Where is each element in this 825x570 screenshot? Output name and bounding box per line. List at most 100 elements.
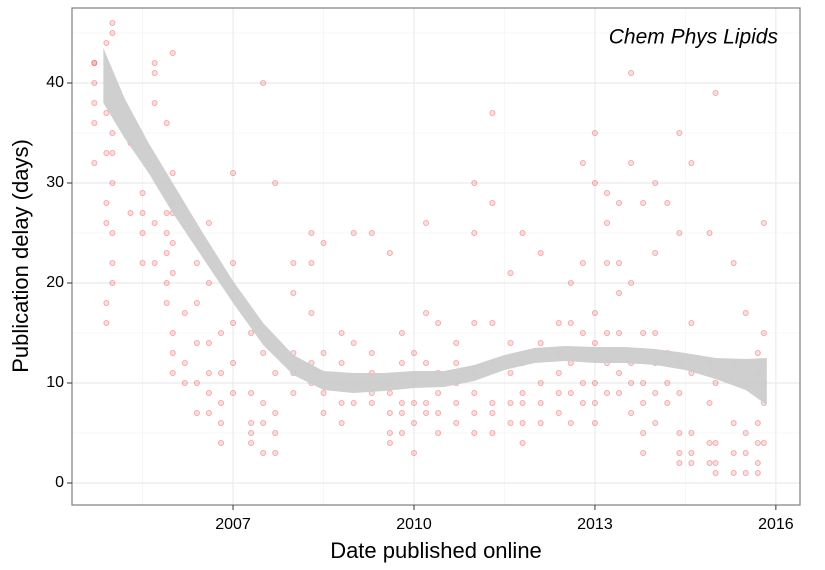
data-point: [163, 279, 170, 286]
data-point: [151, 259, 158, 266]
x-axis-title: Date published online: [330, 538, 542, 563]
data-point: [193, 409, 200, 416]
data-point: [169, 369, 176, 376]
data-point: [579, 159, 586, 166]
data-point: [103, 199, 110, 206]
data-point: [519, 399, 526, 406]
data-point: [706, 459, 713, 466]
data-point: [664, 379, 671, 386]
data-point: [127, 209, 134, 216]
data-point: [489, 429, 496, 436]
data-point: [139, 209, 146, 216]
data-point: [423, 399, 430, 406]
data-point: [205, 389, 212, 396]
data-point: [290, 389, 297, 396]
data-point: [368, 399, 375, 406]
data-point: [320, 239, 327, 246]
data-point: [688, 159, 695, 166]
data-point: [652, 329, 659, 336]
data-point: [742, 469, 749, 476]
data-point: [398, 329, 405, 336]
data-point: [519, 389, 526, 396]
data-point: [652, 389, 659, 396]
data-point: [230, 169, 237, 176]
data-point: [193, 379, 200, 386]
data-point: [489, 319, 496, 326]
data-point: [181, 379, 188, 386]
data-point: [628, 379, 635, 386]
data-point: [652, 249, 659, 256]
data-point: [260, 419, 267, 426]
data-point: [91, 60, 98, 67]
data-point: [193, 339, 200, 346]
panel-border: [71, 7, 801, 506]
data-point: [217, 439, 224, 446]
data-point: [591, 309, 598, 316]
data-point: [688, 319, 695, 326]
data-point: [91, 159, 98, 166]
data-point: [217, 369, 224, 376]
data-point: [706, 439, 713, 446]
data-point: [616, 329, 623, 336]
data-point: [471, 409, 478, 416]
data-point: [91, 80, 98, 87]
data-point: [435, 389, 442, 396]
data-point: [350, 339, 357, 346]
data-point: [616, 389, 623, 396]
data-point: [730, 469, 737, 476]
data-point: [103, 40, 110, 47]
data-point: [290, 259, 297, 266]
data-point: [109, 29, 116, 36]
data-point: [567, 419, 574, 426]
data-point: [103, 299, 110, 306]
data-point: [260, 399, 267, 406]
data-point: [423, 219, 430, 226]
data-point: [151, 60, 158, 67]
data-point: [230, 319, 237, 326]
data-point: [730, 259, 737, 266]
data-point: [398, 399, 405, 406]
x-tick-label: 2007: [215, 516, 251, 533]
data-point: [706, 399, 713, 406]
data-point: [368, 349, 375, 356]
data-point: [471, 229, 478, 236]
data-point: [163, 120, 170, 127]
data-point: [471, 429, 478, 436]
data-point: [591, 129, 598, 136]
data-point: [579, 399, 586, 406]
data-point: [742, 449, 749, 456]
data-point: [368, 229, 375, 236]
data-point: [91, 100, 98, 107]
data-point: [248, 329, 255, 336]
data-point: [386, 249, 393, 256]
data-point: [163, 209, 170, 216]
data-point: [640, 199, 647, 206]
data-point: [567, 319, 574, 326]
data-point: [652, 419, 659, 426]
data-point: [471, 179, 478, 186]
annotation: Chem Phys Lipids: [609, 26, 779, 49]
data-point: [423, 309, 430, 316]
data-point: [169, 50, 176, 57]
data-point: [688, 449, 695, 456]
data-point: [205, 339, 212, 346]
data-point: [205, 409, 212, 416]
y-tick-label: 40: [46, 74, 64, 91]
data-point: [290, 289, 297, 296]
data-point: [410, 399, 417, 406]
data-point: [217, 419, 224, 426]
data-point: [519, 419, 526, 426]
data-point: [308, 259, 315, 266]
data-point: [272, 179, 279, 186]
data-point: [730, 449, 737, 456]
data-point: [712, 469, 719, 476]
data-point: [205, 279, 212, 286]
data-point: [308, 309, 315, 316]
data-point: [193, 259, 200, 266]
data-point: [555, 369, 562, 376]
data-point: [754, 439, 761, 446]
data-point: [151, 100, 158, 107]
data-point: [628, 159, 635, 166]
data-point: [628, 409, 635, 416]
data-point: [163, 229, 170, 236]
